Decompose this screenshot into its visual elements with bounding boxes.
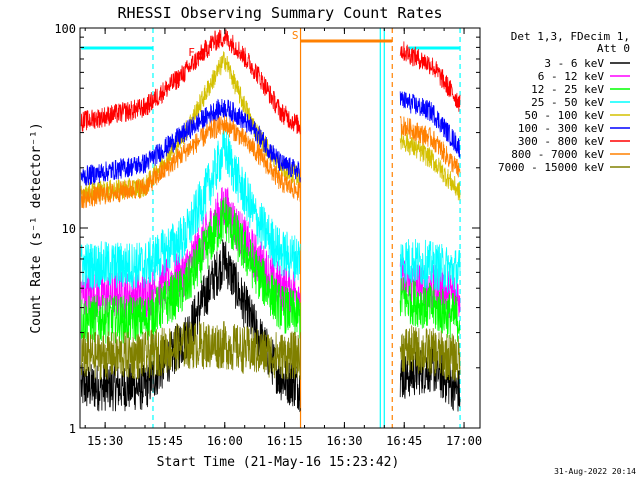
series-line-2 xyxy=(80,196,461,344)
legend-label-3: 25 - 50 keV xyxy=(531,96,604,109)
flag-label-F: F xyxy=(188,46,195,59)
y-tick-label-1: 10 xyxy=(62,222,76,236)
series-line-5 xyxy=(80,91,461,186)
y-tick-label-0: 1 xyxy=(69,422,76,436)
axes-layer: 15:30 15:45 16:00 16:15 16:30 16:45 17:00 1 10 10… xyxy=(54,22,482,448)
legend-header-line-2: Att 0 xyxy=(597,42,630,55)
x-tick-label-6: 17:00 xyxy=(446,434,482,448)
series-layer xyxy=(80,29,461,413)
flag-layer: N F S xyxy=(73,28,461,428)
legend-header-line-1: Det 1,3, FDecim 1, xyxy=(511,30,630,43)
x-tick-label-5: 16:45 xyxy=(386,434,422,448)
legend-label-1: 6 - 12 keV xyxy=(538,70,605,83)
legend-label-5: 100 - 300 keV xyxy=(518,122,604,135)
flag-label-S: S xyxy=(292,29,299,42)
x-tick-label-2: 16:00 xyxy=(207,434,243,448)
legend-label-2: 12 - 25 keV xyxy=(531,83,604,96)
series-line-8 xyxy=(80,321,461,382)
x-tick-label-1: 15:45 xyxy=(147,434,183,448)
x-tick-label-4: 16:30 xyxy=(326,434,362,448)
flag-label-N: N xyxy=(73,36,80,49)
series-line-6 xyxy=(80,29,461,135)
x-tick-label-3: 16:15 xyxy=(267,434,303,448)
x-tick-label-0: 15:30 xyxy=(87,434,123,448)
legend-label-7: 800 - 7000 keV xyxy=(511,148,604,161)
series-line-7 xyxy=(80,115,461,209)
footer-timestamp: 31-Aug-2022 20:14 xyxy=(554,467,636,476)
legend-label-4: 50 - 100 keV xyxy=(525,109,605,122)
series-line-3 xyxy=(80,127,461,296)
chart-title: RHESSI Observing Summary Count Rates xyxy=(117,4,442,22)
legend-label-0: 3 - 6 keV xyxy=(544,57,604,70)
x-axis-label: Start Time (21-May-16 15:23:42) xyxy=(157,455,400,470)
legend-label-8: 7000 - 15000 keV xyxy=(498,161,604,174)
legend-label-6: 300 - 800 keV xyxy=(518,135,604,148)
y-tick-label-2: 100 xyxy=(54,22,76,36)
y-axis-label: Count Rate (s⁻¹ detector⁻¹) xyxy=(29,122,44,333)
